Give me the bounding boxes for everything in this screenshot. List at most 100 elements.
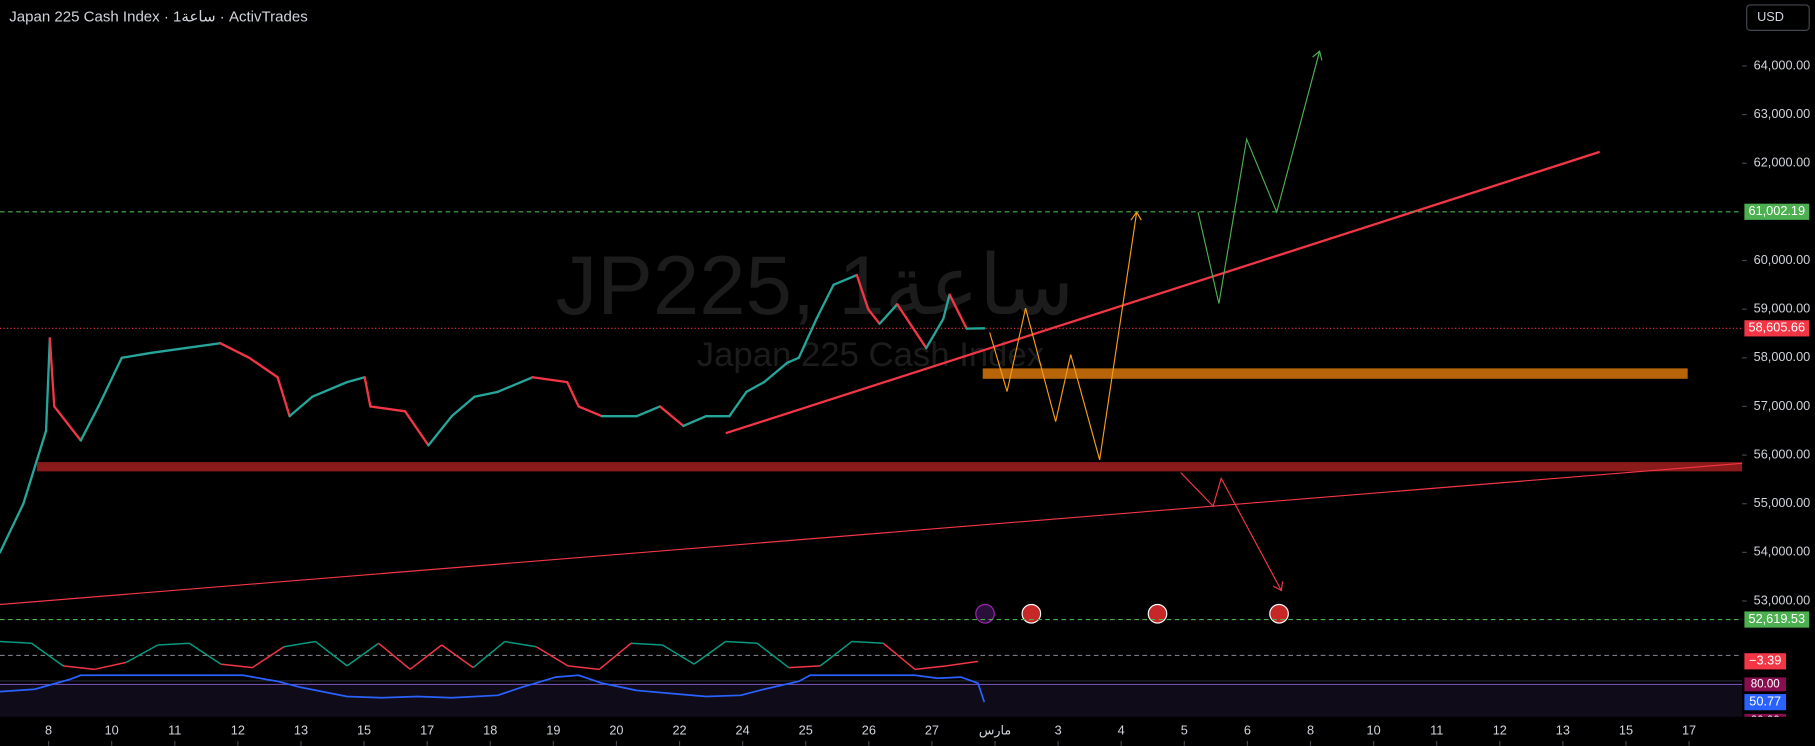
y-tick-label: 57,000.00 [1754, 398, 1811, 413]
oscillator-segment [251, 646, 285, 669]
price-segment [682, 415, 708, 428]
price-segment [248, 356, 279, 379]
price-segment [815, 283, 835, 321]
price-segment [745, 380, 766, 394]
oscillator-segment [346, 642, 380, 667]
y-tick-label: 59,000.00 [1754, 301, 1811, 316]
price-segment [149, 346, 187, 355]
event-icon[interactable] [1147, 603, 1168, 624]
time-axis-bg [0, 716, 1815, 746]
price-segment [896, 303, 928, 350]
oscillator-segment [472, 640, 506, 669]
oscillator-segment [756, 642, 790, 669]
x-tick-label: 3 [1055, 722, 1062, 737]
x-tick-label: 25 [799, 722, 813, 737]
price-segment [867, 308, 881, 325]
header-title: Japan 225 Cash Index · 1ساعة · ActivTrad… [9, 9, 307, 26]
arrow-head [1272, 581, 1284, 592]
price-segment [427, 415, 453, 447]
price-segment [403, 410, 430, 447]
price-segment [762, 361, 789, 384]
price-segment [22, 429, 48, 505]
x-tick-label: 8 [45, 722, 52, 737]
oscillator-segment [914, 665, 947, 671]
stoch-label-box [1744, 677, 1787, 692]
oscillator-segment [725, 640, 758, 645]
oscillator-segment [598, 642, 632, 670]
oscillator-segment [788, 665, 821, 669]
x-tick-label: مارس [979, 722, 1011, 738]
price-segment [363, 376, 372, 408]
y-tick-label: 62,000.00 [1754, 155, 1811, 170]
price-segment [345, 376, 366, 384]
oscillator-segment [441, 644, 474, 669]
x-tick-label: 17 [420, 722, 434, 737]
price-segment [832, 273, 858, 286]
oscillator-segment [409, 644, 443, 670]
event-icon[interactable] [1021, 603, 1042, 624]
price-segment [184, 342, 222, 350]
price-segment [473, 390, 499, 398]
x-tick-label: 12 [231, 722, 245, 737]
oscillator-label: −3.39 [1749, 653, 1781, 668]
price-label-box [1744, 203, 1810, 220]
price-segment [79, 405, 100, 442]
x-tick-label: 26 [862, 722, 876, 737]
stoch-band [0, 684, 1743, 721]
price-segment [311, 380, 349, 398]
price-segment [786, 356, 800, 364]
price-segment [948, 293, 968, 330]
oscillator-segment [0, 640, 32, 645]
y-tick-label: 60,000.00 [1754, 252, 1811, 267]
price-segment [855, 273, 870, 311]
y-tick-label: 54,000.00 [1754, 544, 1811, 559]
y-tick-label: 53,000.00 [1754, 592, 1811, 607]
x-tick-label: 18 [483, 722, 497, 737]
price-label: 52,619.53 [1749, 611, 1806, 626]
x-tick-label: 4 [1118, 722, 1125, 737]
x-tick-label: 15 [1619, 722, 1633, 737]
oscillator-label-box [1744, 653, 1787, 670]
x-tick-label: 11 [168, 722, 181, 737]
oscillator-segment [157, 642, 190, 646]
oscillator-segment [693, 640, 727, 665]
currency-button[interactable] [1746, 4, 1810, 31]
price-segment [925, 317, 945, 350]
long-trendline [0, 462, 1743, 606]
orange-projection [989, 212, 1138, 460]
oscillator-segment [63, 665, 95, 671]
x-tick-label: 6 [1244, 722, 1251, 737]
stoch-last-box [1744, 694, 1787, 711]
price-label: 58,605.66 [1749, 320, 1806, 335]
price-segment [450, 395, 476, 418]
x-tick-label: 19 [546, 722, 560, 737]
oscillator-segment [220, 663, 253, 669]
stoch-line [0, 674, 986, 703]
arrow-head [1312, 50, 1323, 61]
price-segment [219, 342, 251, 359]
price-segment [658, 405, 685, 428]
price-segment [942, 293, 951, 321]
y-tick-label: 56,000.00 [1754, 446, 1811, 461]
price-segment [531, 376, 569, 384]
oscillator-segment [378, 642, 411, 670]
oscillator-segment [188, 642, 222, 665]
x-tick-label: 22 [672, 722, 686, 737]
price-segment [797, 317, 818, 359]
price-segment [0, 502, 25, 554]
oscillator-segment [504, 640, 537, 648]
x-tick-label: 13 [294, 722, 308, 737]
x-tick-label: 17 [1682, 722, 1696, 737]
x-tick-label: 10 [105, 722, 119, 737]
price-segment [276, 376, 291, 418]
x-tick-label: 8 [1307, 722, 1314, 737]
watermark-symbol: JP225, 1ساعة [556, 239, 1075, 332]
price-segment [496, 376, 534, 394]
x-tick-label: 24 [736, 722, 750, 737]
price-segment [878, 303, 899, 325]
event-icon[interactable] [1269, 603, 1289, 624]
event-icon[interactable] [975, 603, 995, 624]
price-segment [566, 380, 580, 408]
